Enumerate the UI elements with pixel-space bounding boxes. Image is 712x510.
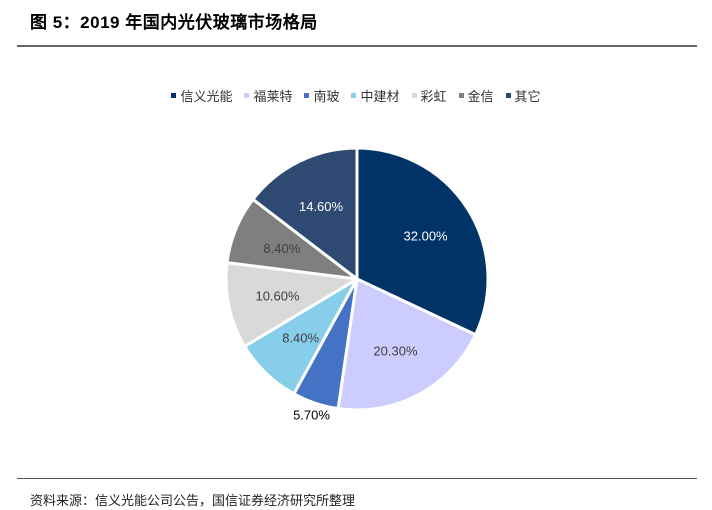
legend-item: 信义光能	[171, 86, 232, 105]
slice-label: 8.40%	[263, 241, 300, 256]
legend-label: 中建材	[360, 89, 400, 104]
title-divider	[17, 45, 697, 47]
legend-label: 金信	[467, 89, 494, 104]
legend-item: 南玻	[304, 86, 339, 105]
legend-swatch-icon	[458, 93, 464, 98]
pie-slice	[336, 277, 478, 412]
pie-slice	[251, 146, 359, 281]
pie-chart: 32.00% 20.30% 5.70% 8.40% 10.60% 8.40% 14.60%	[224, 146, 490, 423]
chart-legend: 信义光能 福莱特 南玻 中建材 彩虹 金信 其它	[0, 86, 712, 105]
legend-item: 福莱特	[244, 86, 292, 105]
legend-label: 福莱特	[253, 89, 293, 104]
slice-label: 20.30%	[373, 344, 418, 359]
legend-label: 彩虹	[420, 89, 447, 104]
legend-swatch-icon	[411, 93, 417, 98]
slice-label: 5.70%	[293, 408, 330, 423]
slice-label: 8.40%	[282, 331, 319, 346]
legend-swatch-icon	[244, 93, 250, 98]
pie-slice	[224, 261, 359, 348]
source-divider	[17, 478, 697, 479]
legend-label: 南玻	[313, 89, 340, 104]
legend-item: 彩虹	[411, 86, 447, 105]
legend-swatch-icon	[505, 93, 511, 98]
slice-label: 14.60%	[299, 199, 344, 214]
legend-swatch-icon	[304, 93, 310, 98]
legend-item: 其它	[505, 86, 541, 105]
legend-label: 其它	[514, 89, 541, 104]
legend-swatch-icon	[171, 93, 177, 98]
legend-item: 金信	[458, 86, 494, 105]
pie-slice	[355, 146, 490, 337]
legend-item: 中建材	[351, 86, 400, 105]
slice-label: 32.00%	[404, 228, 449, 243]
legend-label: 信义光能	[180, 89, 233, 104]
slice-label: 10.60%	[255, 289, 300, 304]
figure-title: 图 5：2019 年国内光伏玻璃市场格局	[30, 13, 318, 32]
legend-swatch-icon	[351, 93, 357, 98]
source-note: 资料来源：信义光能公司公告，国信证券经济研究所整理	[30, 493, 356, 508]
